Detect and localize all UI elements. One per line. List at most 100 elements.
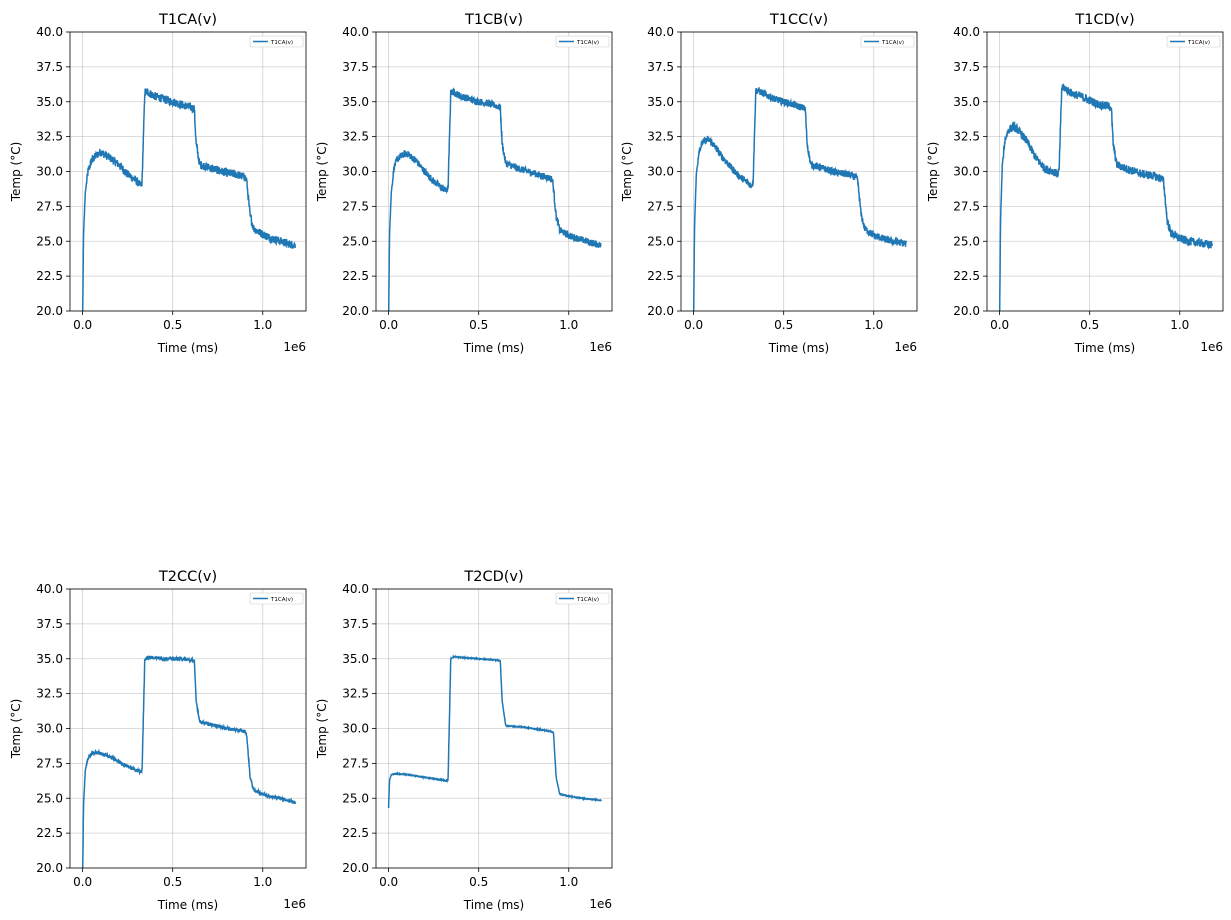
y-tick-label: 20.0 — [36, 861, 63, 875]
legend: T1CA(v) — [1166, 35, 1221, 48]
y-tick-label: 35.0 — [36, 95, 63, 109]
y-tick-label: 37.5 — [342, 617, 369, 631]
y-tick-label: 30.0 — [36, 722, 63, 736]
y-axis-label: Temp (°C) — [620, 142, 634, 203]
legend-box — [249, 35, 304, 48]
subplot-title: T1CB(v) — [464, 12, 523, 28]
y-tick-label: 30.0 — [647, 165, 674, 179]
legend: T1CA(v) — [555, 35, 610, 48]
y-axis-label: Temp (°C) — [9, 142, 23, 203]
x-offset-label: 1e6 — [283, 897, 306, 911]
y-tick-label: 40.0 — [36, 582, 63, 596]
x-offset-label: 1e6 — [1200, 340, 1223, 354]
x-tick-label: 0.5 — [163, 318, 182, 332]
x-tick-label: 1.0 — [1170, 318, 1189, 332]
x-tick-label: 0.5 — [774, 318, 793, 332]
series-line-T1CAv — [387, 654, 602, 809]
subplot-title: T2CD(v) — [463, 569, 523, 585]
x-tick-label: 0.0 — [73, 318, 92, 332]
y-tick-label: 20.0 — [36, 304, 63, 318]
y-axis-label: Temp (°C) — [315, 699, 329, 760]
x-axis-label: Time (ms) — [157, 341, 219, 355]
x-tick-label: 0.0 — [990, 318, 1009, 332]
y-tick-label: 32.5 — [647, 130, 674, 144]
y-tick-label: 30.0 — [953, 165, 980, 179]
y-tick-label: 22.5 — [342, 826, 369, 840]
x-offset-label: 1e6 — [894, 340, 917, 354]
y-tick-label: 32.5 — [36, 130, 63, 144]
y-tick-label: 22.5 — [953, 269, 980, 283]
legend-label: T1CA(v) — [270, 597, 293, 603]
y-tick-label: 27.5 — [36, 756, 63, 770]
subplot-6: 0.0 0.5 1.0 20.0 22.5 25.0 27.5 30.0 32.5 35.0 37.… — [315, 569, 613, 912]
legend: T1CA(v) — [249, 592, 304, 605]
x-tick-label: 0.0 — [684, 318, 703, 332]
y-tick-label: 40.0 — [342, 582, 369, 596]
series-line-T1CAv — [692, 87, 907, 311]
x-offset-label: 1e6 — [589, 897, 612, 911]
subplot-title: T1CD(v) — [1074, 12, 1134, 28]
y-tick-label: 25.0 — [953, 234, 980, 248]
y-tick-label: 25.0 — [647, 234, 674, 248]
legend-label: T1CA(v) — [576, 40, 599, 46]
subplot-3: 0.0 0.5 1.0 20.0 22.5 25.0 27.5 30.0 32.5 35.0 37.… — [620, 12, 918, 355]
legend-label: T1CA(v) — [576, 597, 599, 603]
y-tick-label: 25.0 — [342, 234, 369, 248]
y-tick-label: 22.5 — [36, 826, 63, 840]
x-tick-label: 1.0 — [253, 318, 272, 332]
y-tick-label: 35.0 — [36, 652, 63, 666]
y-tick-label: 35.0 — [342, 652, 369, 666]
legend-box — [249, 592, 304, 605]
y-tick-label: 25.0 — [36, 791, 63, 805]
legend-label: T1CA(v) — [881, 40, 904, 46]
y-tick-label: 27.5 — [647, 199, 674, 213]
legend-box — [555, 35, 610, 48]
y-tick-label: 27.5 — [36, 199, 63, 213]
legend-box — [1166, 35, 1221, 48]
y-tick-label: 27.5 — [342, 756, 369, 770]
y-tick-label: 30.0 — [342, 165, 369, 179]
subplot-title: T2CC(v) — [158, 569, 217, 585]
subplot-title: T1CC(v) — [769, 12, 828, 28]
series-line-T1CAv — [998, 83, 1213, 311]
y-tick-label: 37.5 — [36, 60, 63, 74]
y-tick-label: 20.0 — [647, 304, 674, 318]
y-axis-label: Temp (°C) — [926, 142, 940, 203]
y-tick-label: 32.5 — [342, 687, 369, 701]
y-tick-label: 25.0 — [342, 791, 369, 805]
x-offset-label: 1e6 — [283, 340, 306, 354]
x-tick-label: 0.5 — [469, 875, 488, 889]
series-line-T1CAv — [81, 654, 296, 868]
y-tick-label: 20.0 — [953, 304, 980, 318]
x-tick-label: 1.0 — [559, 875, 578, 889]
subplot-title: T1CA(v) — [158, 12, 217, 28]
y-tick-label: 25.0 — [36, 234, 63, 248]
legend-box — [555, 592, 610, 605]
legend-label: T1CA(v) — [270, 40, 293, 46]
y-tick-label: 22.5 — [342, 269, 369, 283]
y-tick-label: 37.5 — [647, 60, 674, 74]
y-tick-label: 20.0 — [342, 304, 369, 318]
legend-label: T1CA(v) — [1187, 40, 1210, 46]
legend-box — [860, 35, 915, 48]
y-tick-label: 22.5 — [647, 269, 674, 283]
y-tick-label: 37.5 — [953, 60, 980, 74]
x-tick-label: 1.0 — [253, 875, 272, 889]
y-tick-label: 40.0 — [647, 25, 674, 39]
subplot-5: 0.0 0.5 1.0 20.0 22.5 25.0 27.5 30.0 32.5 35.0 37.… — [9, 569, 307, 912]
y-tick-label: 30.0 — [342, 722, 369, 736]
legend: T1CA(v) — [249, 35, 304, 48]
legend: T1CA(v) — [555, 592, 610, 605]
x-tick-label: 1.0 — [864, 318, 883, 332]
x-tick-label: 1.0 — [559, 318, 578, 332]
x-tick-label: 0.5 — [1080, 318, 1099, 332]
y-tick-label: 20.0 — [342, 861, 369, 875]
x-axis-label: Time (ms) — [157, 898, 219, 912]
y-tick-label: 32.5 — [36, 687, 63, 701]
x-tick-label: 0.5 — [163, 875, 182, 889]
y-tick-label: 27.5 — [953, 199, 980, 213]
subplot-2: 0.0 0.5 1.0 20.0 22.5 25.0 27.5 30.0 32.5 35.0 37.… — [315, 12, 613, 355]
series-line-T1CAv — [81, 88, 296, 311]
x-tick-label: 0.0 — [379, 318, 398, 332]
